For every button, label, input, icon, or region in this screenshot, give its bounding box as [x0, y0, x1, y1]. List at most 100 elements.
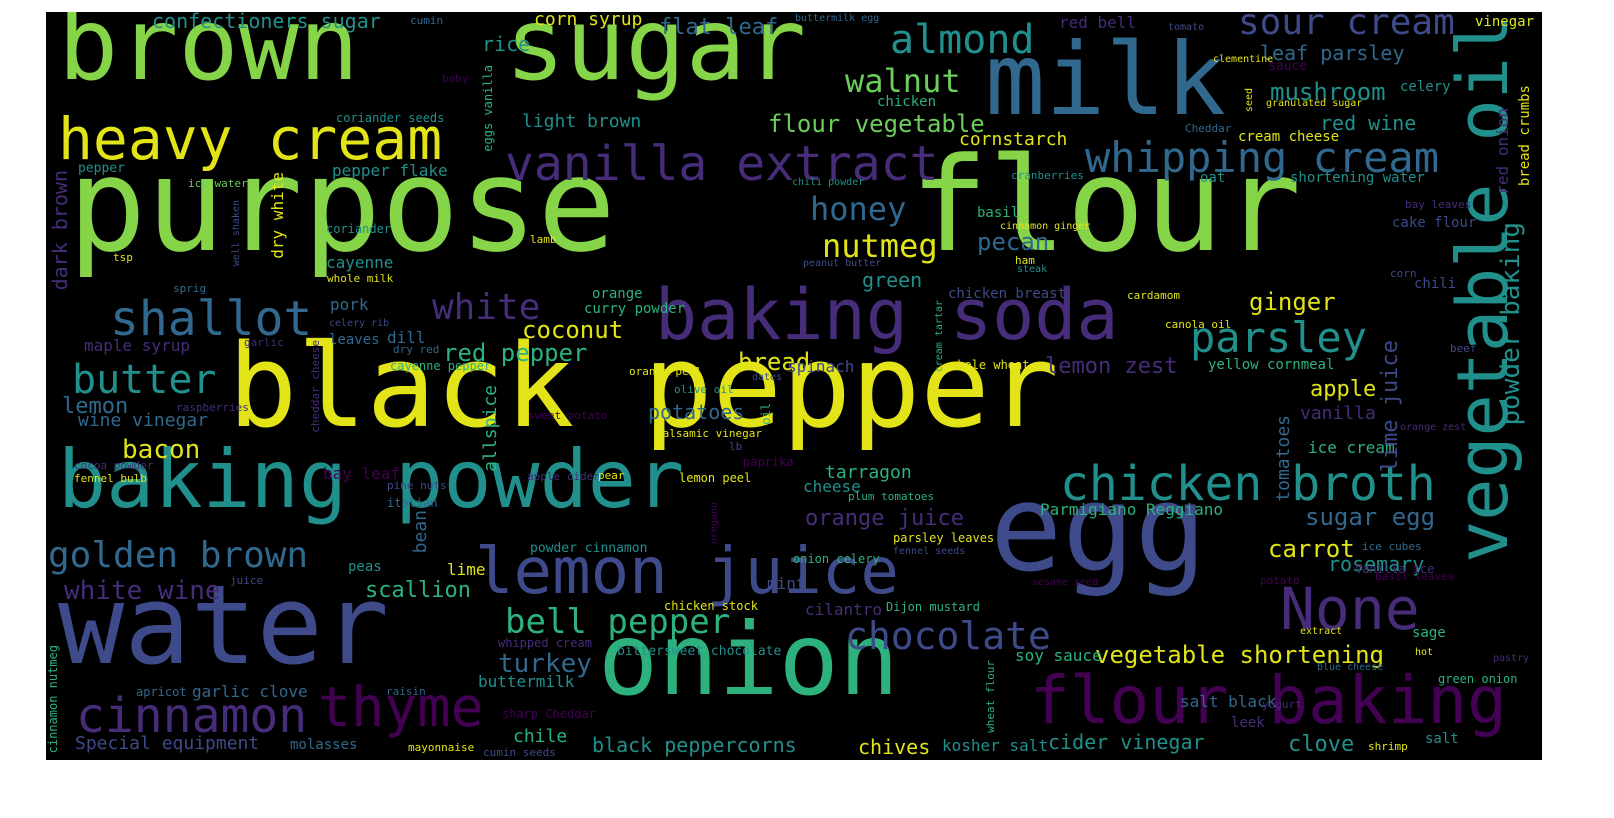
- word-green-onion: green onion: [1438, 672, 1518, 686]
- word-sprig: sprig: [173, 282, 207, 295]
- word-lemon: lemon: [62, 394, 129, 419]
- word-chili-powder: chili powder: [792, 177, 865, 188]
- word-lime-juice: lime juice: [1378, 340, 1403, 473]
- word-chile: chile: [513, 726, 568, 747]
- word-mushroom: mushroom: [1270, 78, 1386, 106]
- word-cinnamon: cinnamon: [76, 688, 308, 744]
- word-parsley-leaves: parsley leaves: [893, 531, 995, 545]
- word-cinnamon-ginger: cinnamon ginger: [1000, 221, 1091, 232]
- word-sharp-cheddar: sharp Cheddar: [502, 707, 596, 721]
- word-cream-cheese: cream cheese: [1238, 129, 1340, 145]
- word-blue-cheese: blue cheese: [1317, 662, 1384, 673]
- word-tarragon: tarragon: [825, 462, 912, 483]
- word-cheddar-cheese: cheddar cheese: [309, 340, 322, 433]
- word-cinnamon-nutmeg: cinnamon nutmeg: [46, 645, 60, 754]
- word-chicken-breast: chicken breast: [948, 286, 1067, 302]
- word-sugar-egg: sugar egg: [1305, 503, 1436, 531]
- word-honey: honey: [810, 190, 907, 228]
- word-green: green: [862, 268, 923, 292]
- word-tsp: tsp: [113, 251, 133, 264]
- word-buttermilk: buttermilk: [478, 672, 575, 691]
- word-golden-brown: golden brown: [48, 535, 309, 576]
- word-cake-flour: cake flour: [1392, 215, 1477, 231]
- word-salt-black: salt black: [1180, 692, 1277, 711]
- word-corn-syrup: corn syrup: [534, 12, 643, 30]
- word-baking-soda: baking soda: [655, 274, 1119, 356]
- word-cumin-seeds: cumin seeds: [483, 746, 556, 759]
- word-red-bell: red bell: [1059, 13, 1137, 32]
- word-coriander: coriander: [326, 222, 392, 236]
- word-lb: lb: [729, 440, 743, 453]
- word-carrot: carrot: [1268, 535, 1355, 563]
- word-orange: orange: [592, 286, 643, 302]
- word-lemon-zest: lemon zest: [1045, 354, 1178, 379]
- word-powder-cinnamon: powder cinnamon: [530, 541, 648, 556]
- word-yellow-cornmeal: yellow cornmeal: [1208, 357, 1335, 373]
- word-spinach: spinach: [787, 357, 855, 376]
- word-potato: potato: [1260, 574, 1300, 587]
- word-fennel-seeds: fennel seeds: [893, 546, 966, 557]
- word-cream-tartar: cream tartar: [934, 300, 945, 373]
- word-mayonnaise: mayonnaise: [408, 741, 475, 754]
- word-raisin: raisin: [386, 685, 426, 698]
- word-sugar: sugar: [505, 12, 807, 103]
- word-black-peppercorns: black peppercorns: [592, 733, 797, 757]
- word-bread: bread: [738, 348, 811, 376]
- word-rice: rice: [482, 32, 531, 56]
- word-walnut: walnut: [845, 62, 961, 100]
- word-balsamic-vinegar: balsamic vinegar: [656, 427, 762, 440]
- word-maple-syrup: maple syrup: [84, 336, 190, 355]
- word-pepper: pepper: [78, 161, 125, 176]
- word-parmigiano-reggiano: Parmigiano Reggiano: [1040, 500, 1224, 519]
- word-brown: brown: [58, 12, 360, 103]
- word-scallion: scallion: [365, 578, 471, 603]
- word-chili: chili: [1414, 276, 1457, 292]
- word-cheddar: Cheddar: [1185, 122, 1232, 135]
- word-ice-cubes: ice cubes: [1362, 540, 1422, 553]
- word-pastry: pastry: [1493, 653, 1530, 664]
- word-lamb: lamb: [530, 233, 557, 246]
- word-orange-zest: orange zest: [1400, 422, 1467, 433]
- word-apple: apple: [1310, 377, 1377, 402]
- word-vanilla-extract: vanilla extract: [505, 136, 939, 192]
- word-cumin: cumin: [410, 14, 444, 27]
- word-peanut-butter: peanut butter: [803, 258, 882, 269]
- word-chicken-broth: chicken broth: [1060, 456, 1436, 512]
- word-dijon-mustard: Dijon mustard: [886, 600, 980, 614]
- word-sage: sage: [1412, 625, 1446, 641]
- word-ham: ham: [1015, 254, 1035, 267]
- word-red-pepper: red pepper: [443, 339, 588, 367]
- word-ginger: ginger: [1249, 288, 1336, 316]
- word-soy-sauce: soy sauce: [1015, 646, 1102, 665]
- word-hot: hot: [1415, 647, 1434, 658]
- word-plum-tomatoes: plum tomatoes: [848, 490, 935, 503]
- word-onion: onion: [598, 601, 900, 718]
- word-baking-powder: baking powder: [58, 433, 685, 526]
- word-butter: butter: [72, 357, 217, 403]
- word-italian: italian: [387, 496, 438, 510]
- word-oat: oat: [1200, 170, 1226, 186]
- word-raspberries: raspberries: [176, 401, 249, 414]
- word-apricot: apricot: [136, 685, 187, 699]
- word-pork: pork: [330, 295, 369, 314]
- word-pecan: pecan: [977, 228, 1050, 256]
- word-well-shaken: well shaken: [231, 200, 242, 267]
- word-bay-leaves: bay leaves: [1405, 198, 1472, 211]
- word-dry-white: dry white: [268, 172, 287, 259]
- word-almond: almond: [890, 17, 1035, 63]
- word-bacon: bacon: [122, 435, 201, 465]
- word-juice: juice: [230, 574, 264, 587]
- word-ice-cream: ice cream: [1308, 438, 1395, 457]
- word-parsley: parsley: [1190, 313, 1368, 362]
- word-heavy-cream: heavy cream: [58, 105, 443, 173]
- word-salt: salt: [1425, 731, 1459, 747]
- word-apple-cider: apple cider: [527, 470, 600, 483]
- word-shortening-water: shortening water: [1290, 170, 1425, 186]
- word-sauce: sauce: [1268, 59, 1308, 74]
- word-potatoes: potatoes: [648, 400, 745, 424]
- word-beef: beef: [1450, 342, 1477, 355]
- word-red-wine: red wine: [1320, 111, 1417, 135]
- word-bell-pepper: bell pepper: [505, 602, 731, 642]
- word-dark-brown: dark brown: [48, 170, 72, 291]
- word-rosemary: rosemary: [1328, 552, 1425, 576]
